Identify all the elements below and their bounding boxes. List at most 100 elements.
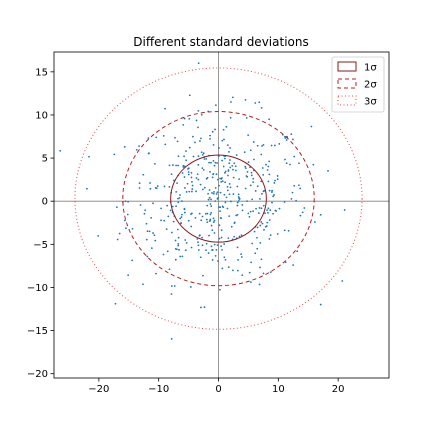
data-point — [278, 207, 281, 210]
data-point — [341, 280, 344, 282]
sigma-ellipses — [74, 67, 363, 330]
scatter-points — [59, 62, 346, 340]
legend: 1σ 2σ 3σ — [331, 56, 385, 113]
data-point — [299, 187, 302, 190]
data-point — [113, 153, 116, 156]
ellipse-3sigma — [74, 67, 363, 330]
data-point — [216, 197, 219, 200]
data-point — [261, 222, 264, 225]
data-point — [254, 102, 257, 104]
data-point — [88, 155, 90, 158]
data-point — [290, 198, 293, 200]
data-point — [224, 181, 227, 184]
data-point — [123, 219, 126, 222]
data-point — [183, 211, 186, 214]
data-point — [261, 192, 263, 195]
legend-label-2sigma: 2σ — [364, 80, 377, 91]
data-point — [228, 150, 230, 153]
y-tick-label: 15 — [35, 67, 48, 78]
data-point — [164, 107, 166, 110]
data-point — [198, 212, 201, 215]
data-point — [209, 213, 212, 216]
data-point — [218, 288, 221, 291]
data-point — [195, 119, 198, 122]
x-tick-label: 0 — [215, 384, 221, 395]
data-point — [150, 247, 153, 249]
data-point — [202, 168, 205, 171]
data-point — [221, 267, 224, 270]
data-point — [268, 118, 271, 121]
data-point — [185, 150, 187, 153]
data-point — [232, 176, 235, 179]
data-point — [195, 190, 197, 193]
y-tick-label: 0 — [42, 197, 48, 208]
data-point — [230, 101, 232, 103]
data-point — [177, 155, 180, 158]
data-point — [247, 134, 250, 136]
data-point — [187, 219, 190, 222]
data-point — [293, 184, 296, 187]
data-point — [190, 225, 193, 228]
data-point — [183, 155, 185, 158]
x-tick-label: 20 — [332, 384, 345, 395]
data-point — [196, 173, 199, 176]
data-point — [269, 271, 272, 274]
data-point — [284, 261, 287, 264]
data-point — [274, 179, 276, 182]
data-point — [216, 191, 219, 194]
data-point — [251, 198, 254, 201]
data-point — [184, 187, 186, 189]
data-point — [152, 202, 154, 205]
chart-title: Different standard deviations — [133, 35, 308, 49]
data-point — [192, 155, 195, 158]
data-point — [224, 258, 227, 261]
data-point — [205, 158, 208, 160]
data-point — [174, 136, 176, 139]
data-point — [206, 221, 209, 224]
data-point — [192, 135, 194, 138]
data-point — [212, 143, 215, 146]
data-point — [166, 204, 169, 207]
data-point — [253, 230, 256, 233]
data-point — [205, 249, 207, 252]
data-point — [190, 176, 193, 179]
data-point — [213, 219, 216, 222]
data-point — [265, 225, 268, 227]
data-point — [275, 210, 278, 212]
data-point — [199, 183, 202, 186]
data-point — [177, 244, 180, 247]
data-point — [296, 250, 299, 253]
legend-swatch-2sigma — [337, 78, 357, 89]
data-point — [235, 169, 237, 172]
data-point — [170, 231, 173, 234]
data-point — [214, 128, 216, 131]
data-point — [188, 190, 191, 193]
data-point — [116, 238, 119, 241]
data-point — [181, 200, 183, 203]
data-point — [210, 205, 213, 208]
data-point — [221, 139, 224, 142]
data-point — [245, 117, 248, 119]
data-point — [241, 274, 244, 276]
data-point — [200, 113, 203, 116]
data-point — [225, 196, 228, 199]
data-point — [160, 207, 162, 210]
data-point — [201, 188, 204, 191]
data-point — [166, 250, 169, 253]
data-point — [226, 189, 229, 192]
data-point — [209, 138, 211, 140]
data-point — [174, 258, 177, 261]
data-point — [197, 163, 200, 166]
data-point — [223, 157, 226, 160]
data-point — [97, 235, 100, 237]
data-point — [211, 176, 214, 179]
data-point — [221, 180, 224, 183]
data-point — [152, 232, 154, 234]
data-point — [293, 155, 296, 158]
data-point — [209, 170, 211, 173]
data-point — [258, 283, 261, 286]
data-point — [233, 235, 236, 238]
y-tick-label: 5 — [42, 154, 48, 165]
data-point — [199, 256, 202, 259]
data-point — [254, 190, 257, 192]
